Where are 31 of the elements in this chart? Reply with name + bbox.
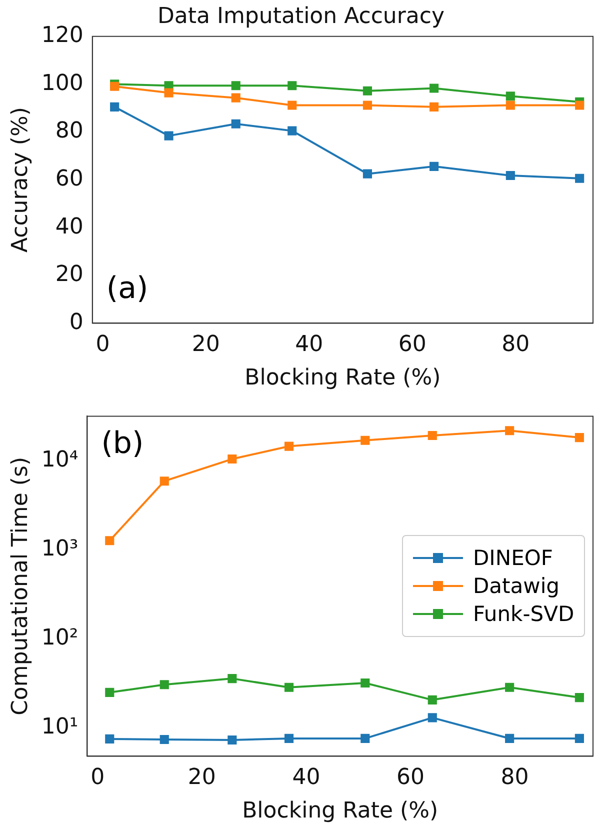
chart-title: Data Imputation Accuracy [157,4,445,29]
y-tick-label: 10¹ [41,714,78,740]
x-tick-label: 0 [96,332,110,358]
x-tick-label: 60 [398,332,426,358]
y-axis-title: Computational Time (s) [8,456,33,716]
annotation: (b) [101,426,144,461]
y-tick-label: 40 [55,214,84,240]
x-tick-label: 60 [396,765,424,790]
x-tick-label: 40 [295,332,324,358]
legend-label: Funk-SVD [473,602,574,626]
x-tick-label: 0 [90,765,105,790]
y-tick-label: 80 [55,118,84,144]
annotation: (a) [106,270,148,306]
x-tick-label: 20 [192,332,220,358]
x-tick-label: 80 [500,765,529,790]
legend-label: Datawig [473,574,560,598]
y-tick-label: 10² [41,626,78,651]
y-tick-label: 120 [41,23,84,48]
x-axis-title: Blocking Rate (%) [244,366,441,391]
y-tick-label: 0 [69,310,84,335]
legend-label: DINEOF [473,546,553,570]
x-axis-title: Blocking Rate (%) [242,798,438,824]
y-tick-label: 60 [55,166,84,192]
y-tick-label: 20 [55,262,84,288]
y-tick-label: 10³ [41,536,78,562]
x-tick-label: 80 [502,332,530,358]
x-tick-label: 20 [188,765,216,790]
y-axis-title: Accuracy (%) [8,107,33,253]
y-tick-label: 100 [41,70,84,96]
y-tick-label: 10⁴ [41,448,78,473]
x-tick-label: 40 [292,765,320,790]
